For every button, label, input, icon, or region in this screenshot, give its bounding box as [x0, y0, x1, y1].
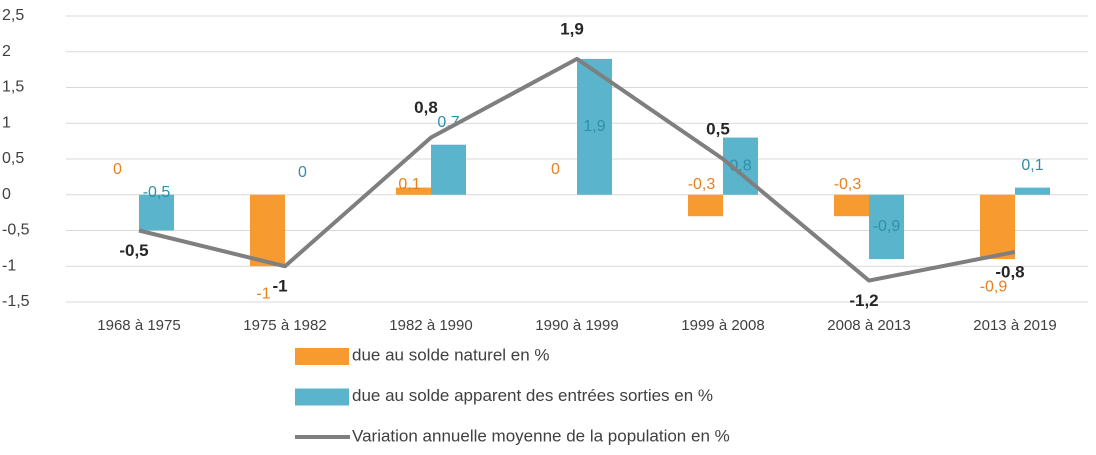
legend-swatch: [295, 388, 349, 406]
x-tick-label: 1999 à 2008: [681, 317, 764, 334]
y-tick-label: 2,5: [2, 7, 24, 24]
line: [138, 56, 1016, 283]
y-tick-label: 1,5: [2, 79, 24, 96]
value-label: 0,5: [706, 119, 730, 138]
bar: [834, 194, 869, 217]
value-label: -1: [272, 277, 287, 296]
x-tick-label: 1968 à 1975: [97, 317, 180, 334]
x-tick-label: 1975 à 1982: [243, 317, 326, 334]
legend-swatch: [295, 348, 349, 365]
x-tick-label: 1982 à 1990: [389, 317, 472, 334]
value-label: -0,9: [873, 218, 901, 235]
y-tick-label: 1: [2, 114, 11, 131]
y-tick-label: 0,5: [2, 150, 24, 167]
value-label: 0,1: [1021, 157, 1043, 174]
y-tick-label: -1,5: [2, 293, 30, 310]
bar: [431, 144, 466, 195]
value-label: 0: [113, 161, 122, 178]
value-label: -1,2: [849, 291, 878, 310]
value-label: 0,1: [398, 176, 420, 193]
bar: [577, 58, 612, 195]
y-tick-label: -1: [2, 257, 16, 274]
x-tick-label: 2013 à 2019: [973, 317, 1056, 334]
legend-label: due au solde apparent des entrées sortie…: [352, 386, 713, 405]
value-label: -0,9: [980, 278, 1008, 295]
value-label: 0,8: [414, 98, 438, 117]
x-tick-label: 2008 à 2013: [827, 317, 910, 334]
y-tick-label: 2: [2, 43, 11, 60]
bar: [688, 194, 723, 217]
bar: [980, 194, 1015, 260]
bar: [396, 187, 431, 195]
value-label: -0,3: [834, 176, 862, 193]
value-label: -1: [256, 285, 270, 302]
value-label: -0,3: [688, 176, 716, 193]
y-tick-label: -0,5: [2, 222, 30, 239]
bar: [250, 194, 285, 267]
value-label: -0,8: [995, 262, 1024, 281]
bar: [869, 194, 904, 260]
value-label: 0: [298, 164, 307, 181]
legend-label: Variation annuelle moyenne de la populat…: [352, 426, 730, 445]
value-label: 1,9: [583, 118, 605, 135]
value-label: -0,5: [119, 241, 148, 260]
y-tick-label: 0: [2, 186, 11, 203]
value-label: 1,9: [560, 19, 584, 38]
bar: [139, 194, 174, 231]
bar: [1015, 187, 1050, 195]
value-label: 0: [551, 161, 560, 178]
x-tick-label: 1990 à 1999: [535, 317, 618, 334]
value-label: -0,5: [143, 184, 171, 201]
legend-label: due au solde naturel en %: [352, 345, 550, 364]
